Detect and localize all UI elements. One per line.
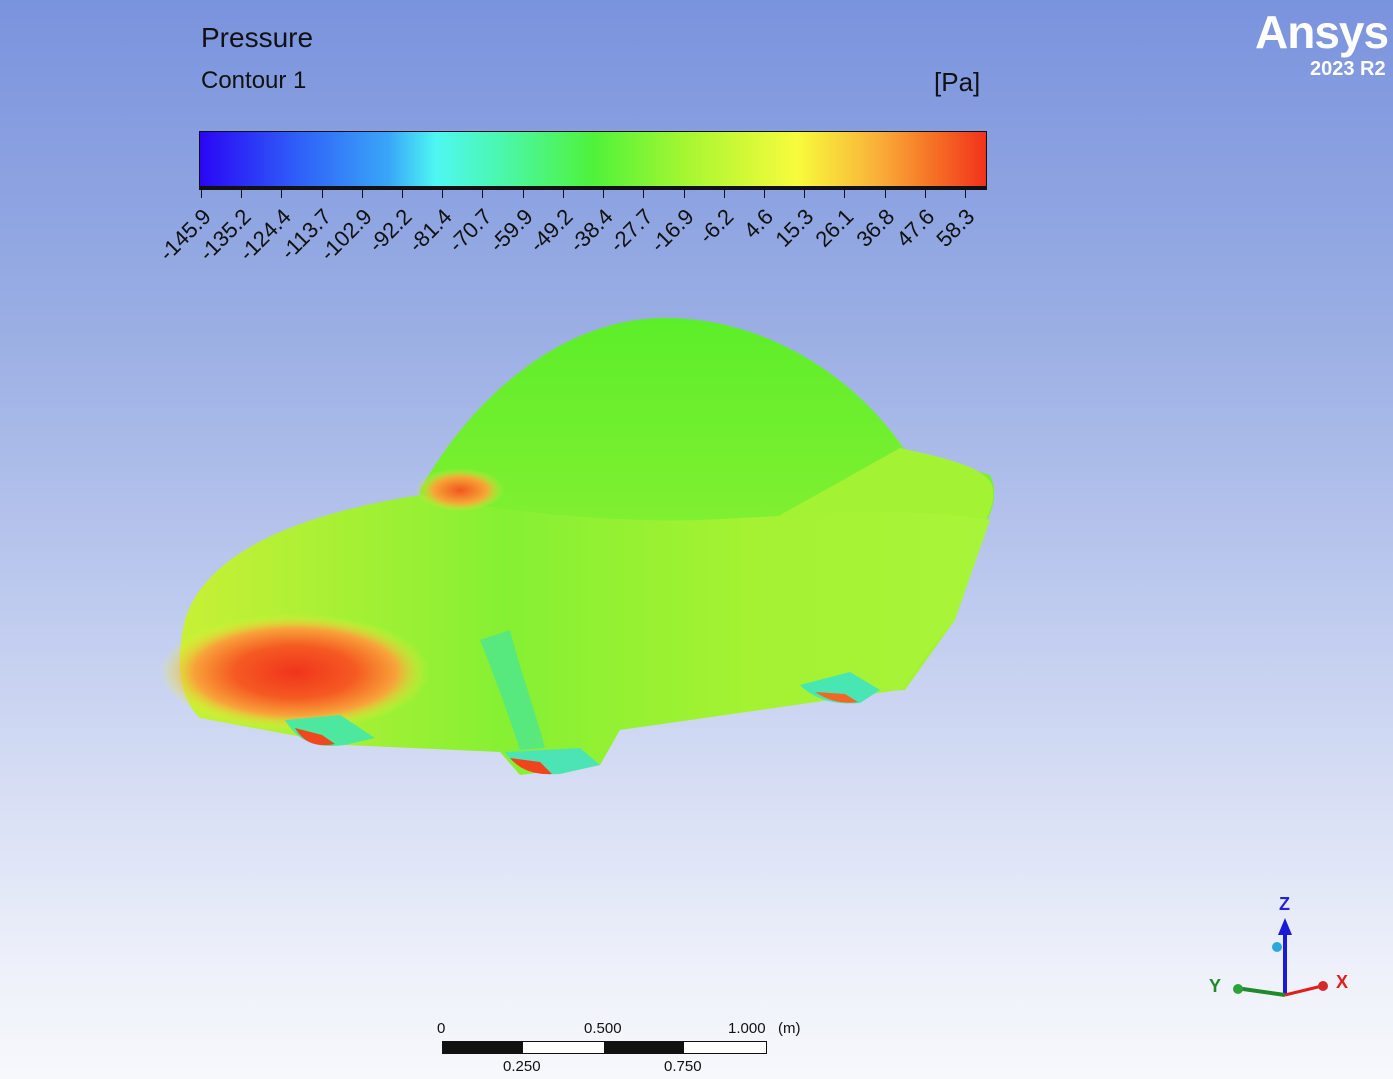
triad-x-label: X — [1336, 972, 1349, 992]
colorbar-tick — [884, 190, 886, 198]
mirror-stagnation-zone — [415, 466, 505, 510]
colorbar-tick — [643, 190, 645, 198]
colorbar-tick — [562, 190, 564, 198]
colorbar-tick — [201, 190, 202, 198]
logo-name: Ansys — [1255, 6, 1389, 58]
scale-label-0500: 0.500 — [584, 1020, 622, 1037]
scale-unit: (m) — [778, 1020, 801, 1037]
colorbar-tick — [522, 190, 524, 198]
scale-label-1000: 1.000 — [728, 1020, 766, 1037]
rear-wheel-hot — [815, 692, 858, 703]
colorbar-tick — [281, 190, 283, 198]
legend-subtitle: Contour 1 — [201, 67, 307, 94]
scale-label-0750: 0.750 — [664, 1058, 702, 1075]
colorbar-tick — [763, 190, 765, 198]
colorbar-tick — [241, 190, 243, 198]
scale-bar-graphic — [442, 1041, 767, 1054]
front-left-wheel-hot — [295, 728, 335, 746]
colorbar-tick — [603, 190, 605, 198]
front-right-wheel-hot — [510, 758, 552, 775]
colorbar-tick — [804, 190, 806, 198]
colorbar-baseline — [199, 186, 987, 190]
colorbar-tick — [361, 190, 363, 198]
ansys-logo: Ansys 2023 R2 — [1255, 6, 1389, 80]
logo-version: 2023 R2 — [1310, 58, 1386, 80]
legend-title: Pressure — [201, 22, 314, 53]
colorbar-tick — [683, 190, 685, 198]
triad-z-label: Z — [1279, 894, 1290, 914]
scale-label-0250: 0.250 — [503, 1058, 541, 1075]
colorbar-tick — [965, 190, 966, 198]
colorbar-tick — [321, 190, 323, 198]
nose-stagnation-zone — [160, 614, 430, 730]
legend-unit: [Pa] — [934, 67, 981, 97]
triad-graphic — [1233, 918, 1328, 997]
rear-wheel — [800, 672, 880, 704]
colorbar-tick — [844, 190, 846, 198]
colorbar-tick — [924, 190, 926, 198]
axis-triad: Z Y X — [1200, 890, 1370, 1010]
scale-label-0: 0 — [437, 1020, 446, 1037]
triad-y-label: Y — [1209, 976, 1222, 996]
colorbar-tick — [723, 190, 725, 198]
colorbar-tick — [442, 190, 444, 198]
colorbar-tick — [402, 190, 404, 198]
wheel-arch-streak — [480, 630, 545, 750]
colorbar-tick — [482, 190, 484, 198]
